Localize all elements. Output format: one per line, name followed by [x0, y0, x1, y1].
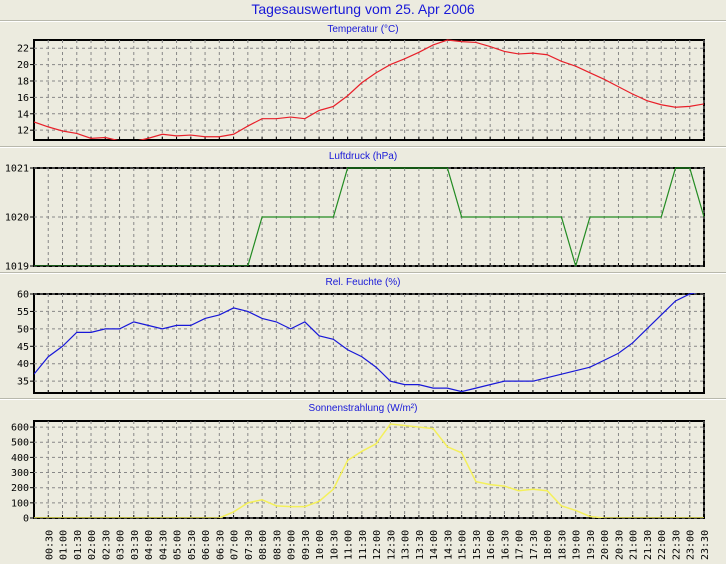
temperature-line	[34, 39, 704, 140]
x-tick-label: 09:00	[287, 530, 298, 560]
x-tick-label: 02:00	[87, 530, 98, 560]
temperature-series	[34, 39, 704, 140]
solar-y-tick-label: 300	[11, 468, 29, 479]
solar-y-tick-label: 0	[23, 514, 29, 525]
x-tick-label: 22:00	[657, 530, 668, 560]
x-tick-label: 13:30	[415, 530, 426, 560]
x-tick-label: 12:30	[386, 530, 397, 560]
divider	[0, 272, 726, 274]
x-tick-label: 07:30	[244, 530, 255, 560]
pressure-chart-title: Luftdruck (hPa)	[328, 151, 398, 162]
divider	[0, 20, 726, 22]
x-tick-label: 18:30	[557, 530, 568, 560]
x-tick-label: 10:30	[329, 530, 340, 560]
x-tick-label: 20:30	[614, 530, 625, 560]
x-tick-label: 11:00	[344, 530, 355, 560]
humidity-y-tick-label: 60	[17, 290, 29, 301]
x-tick-label: 23:00	[686, 530, 697, 560]
temperature-chart-title: Temperatur (°C)	[327, 24, 399, 35]
solar-y-tick-label: 400	[11, 453, 29, 464]
x-tick-label: 22:30	[671, 530, 682, 560]
solar-y-tick-label: 500	[11, 438, 29, 449]
x-tick-label: 00:30	[44, 530, 55, 560]
humidity-y-tick-label: 50	[17, 324, 29, 335]
x-tick-label: 15:30	[472, 530, 483, 560]
x-tick-label: 04:00	[144, 530, 155, 560]
x-tick-label: 11:30	[358, 530, 369, 560]
x-tick-label: 16:30	[500, 530, 511, 560]
solar-line	[34, 423, 704, 518]
x-tick-label: 21:00	[629, 530, 640, 560]
temperature-y-tick-label: 18	[17, 76, 29, 87]
x-tick-label: 07:00	[230, 530, 241, 560]
x-tick-label: 09:30	[301, 530, 312, 560]
x-tick-label: 17:00	[515, 530, 526, 560]
temperature-y-tick-label: 20	[17, 60, 29, 71]
x-tick-label: 08:30	[272, 530, 283, 560]
solar-series	[34, 423, 704, 518]
pressure-y-tick-label: 1021	[5, 164, 29, 175]
humidity-line	[34, 293, 697, 393]
x-tick-label: 20:00	[600, 530, 611, 560]
x-tick-label: 18:00	[543, 530, 554, 560]
divider	[0, 146, 726, 148]
solar-chart-title: Sonnenstrahlung (W/m²)	[308, 403, 418, 414]
humidity-series	[34, 293, 697, 393]
x-tick-label: 15:00	[458, 530, 469, 560]
x-tick-label: 06:30	[215, 530, 226, 560]
x-tick-label: 14:00	[429, 530, 440, 560]
humidity-y-tick-label: 45	[17, 342, 29, 353]
solar-plot-frame	[33, 420, 705, 519]
x-tick-label: 10:00	[315, 530, 326, 560]
pressure-y-tick-label: 1020	[5, 213, 29, 224]
page-title: Tagesauswertung vom 25. Apr 2006	[251, 1, 475, 17]
x-tick-label: 23:30	[700, 530, 711, 560]
x-tick-label: 21:30	[643, 530, 654, 560]
solar-y-tick-label: 100	[11, 498, 29, 509]
x-tick-label: 03:00	[116, 530, 127, 560]
solar-y-tick-label: 600	[11, 423, 29, 434]
pressure-series	[34, 167, 704, 266]
temperature-y-tick-label: 14	[17, 109, 29, 120]
x-tick-label: 01:30	[73, 530, 84, 560]
x-tick-label: 01:00	[59, 530, 70, 560]
x-tick-label: 02:30	[101, 530, 112, 560]
divider	[0, 398, 726, 400]
humidity-chart-title: Rel. Feuchte (%)	[325, 277, 401, 288]
x-tick-label: 16:00	[486, 530, 497, 560]
x-tick-label: 19:00	[572, 530, 583, 560]
humidity-y-tick-label: 40	[17, 359, 29, 370]
x-tick-label: 08:00	[258, 530, 269, 560]
temperature-y-tick-label: 22	[17, 44, 29, 55]
pressure-line	[34, 167, 704, 266]
x-tick-label: 03:30	[130, 530, 141, 560]
x-tick-label: 19:30	[586, 530, 597, 560]
solar-y-tick-label: 200	[11, 483, 29, 494]
humidity-y-tick-label: 35	[17, 377, 29, 388]
x-tick-label: 13:00	[401, 530, 412, 560]
temperature-y-tick-label: 12	[17, 126, 29, 137]
x-tick-label: 12:00	[372, 530, 383, 560]
humidity-plot-frame	[33, 293, 705, 394]
x-tick-label: 04:30	[158, 530, 169, 560]
temperature-y-tick-label: 16	[17, 93, 29, 104]
x-tick-label: 06:00	[201, 530, 212, 560]
x-tick-label: 17:30	[529, 530, 540, 560]
pressure-y-tick-label: 1019	[5, 262, 29, 273]
x-tick-label: 14:30	[443, 530, 454, 560]
temperature-plot-frame	[33, 39, 705, 141]
x-tick-label: 05:00	[173, 530, 184, 560]
humidity-y-tick-label: 55	[17, 307, 29, 318]
x-tick-label: 05:30	[187, 530, 198, 560]
